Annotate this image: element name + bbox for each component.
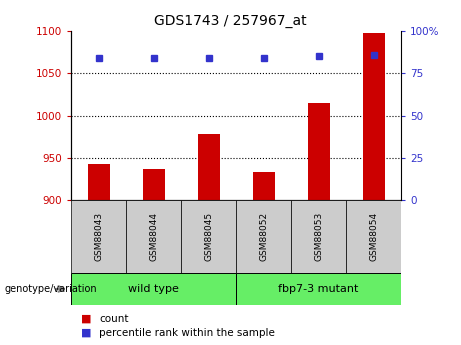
Bar [88, 164, 110, 200]
Bar [181, 200, 236, 273]
Text: wild type: wild type [129, 284, 179, 294]
Bar [71, 200, 126, 273]
Text: GSM88052: GSM88052 [259, 212, 268, 261]
Text: GDS1743 / 257967_at: GDS1743 / 257967_at [154, 14, 307, 28]
Bar [236, 200, 291, 273]
Bar [363, 33, 384, 200]
Text: count: count [99, 314, 129, 324]
Bar [346, 200, 401, 273]
Text: GSM88044: GSM88044 [149, 212, 159, 261]
Text: GSM88053: GSM88053 [314, 212, 323, 261]
Text: genotype/variation: genotype/variation [5, 284, 97, 294]
Bar [307, 103, 330, 200]
Text: fbp7-3 mutant: fbp7-3 mutant [278, 284, 359, 294]
Bar [291, 200, 346, 273]
Text: GSM88045: GSM88045 [204, 212, 213, 261]
Bar [198, 134, 220, 200]
Text: ■: ■ [81, 314, 91, 324]
Bar [253, 172, 275, 200]
Bar [143, 169, 165, 200]
Text: ■: ■ [81, 328, 91, 338]
Bar [236, 273, 401, 305]
Text: GSM88043: GSM88043 [95, 212, 103, 261]
Text: percentile rank within the sample: percentile rank within the sample [99, 328, 275, 338]
Text: GSM88054: GSM88054 [369, 212, 378, 261]
Bar [71, 273, 236, 305]
Bar [126, 200, 181, 273]
